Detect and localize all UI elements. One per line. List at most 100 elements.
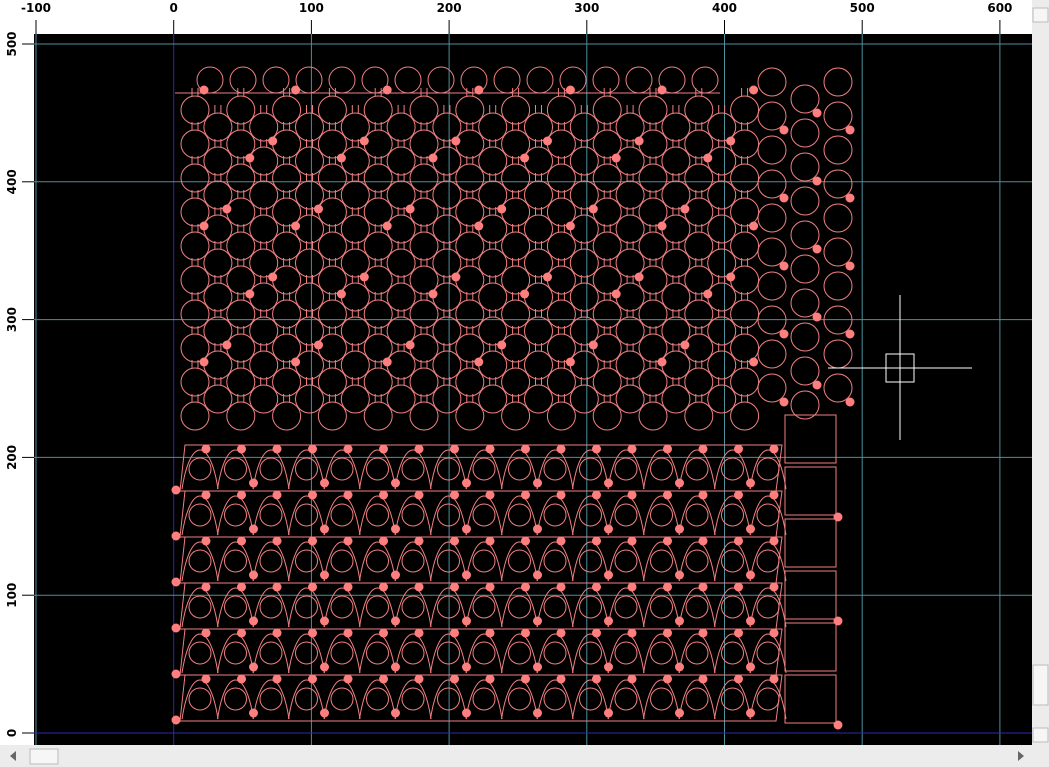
part-point (749, 86, 758, 95)
part-point (273, 583, 282, 592)
part-point (273, 445, 282, 454)
part-point (521, 629, 530, 638)
part-point (699, 445, 708, 454)
part-point (592, 491, 601, 500)
part-point (592, 675, 601, 684)
part-point (770, 629, 779, 638)
part-point (379, 675, 388, 684)
y-ruler-label: 100 (5, 583, 19, 608)
part-point (450, 675, 459, 684)
part-point (699, 675, 708, 684)
part-point (172, 716, 181, 725)
part-point (703, 290, 712, 299)
part-point (379, 629, 388, 638)
part-point (770, 583, 779, 592)
part-point (557, 537, 566, 546)
part-point (202, 491, 211, 500)
part-point (429, 154, 438, 163)
part-point (813, 313, 822, 322)
left-ruler (0, 0, 34, 745)
part-point (780, 330, 789, 339)
part-point (734, 491, 743, 500)
v-scroll-thumb[interactable] (1033, 665, 1048, 705)
part-point (273, 675, 282, 684)
part-point (834, 617, 843, 626)
y-ruler-label: 500 (5, 31, 19, 56)
part-point (202, 583, 211, 592)
y-ruler-label: 300 (5, 307, 19, 332)
part-point (846, 262, 855, 271)
x-ruler-label: 0 (170, 1, 178, 15)
part-point (344, 537, 353, 546)
part-point (749, 222, 758, 231)
part-point (415, 629, 424, 638)
part-point (383, 358, 392, 367)
vertical-scrollbar[interactable] (1032, 0, 1049, 745)
part-point (291, 86, 300, 95)
part-point (834, 513, 843, 522)
part-point (734, 445, 743, 454)
part-point (200, 222, 209, 231)
part-point (734, 629, 743, 638)
part-point (699, 629, 708, 638)
part-point (521, 583, 530, 592)
part-point (202, 537, 211, 546)
part-point (734, 583, 743, 592)
part-point (344, 629, 353, 638)
part-point (699, 491, 708, 500)
part-point (344, 445, 353, 454)
part-point (699, 537, 708, 546)
part-point (628, 445, 637, 454)
part-point (780, 262, 789, 271)
part-point (415, 537, 424, 546)
part-point (202, 445, 211, 454)
part-point (592, 629, 601, 638)
part-point (734, 675, 743, 684)
part-point (557, 445, 566, 454)
part-point (415, 491, 424, 500)
part-point (415, 675, 424, 684)
part-point (237, 445, 246, 454)
x-ruler-label: 200 (437, 1, 462, 15)
part-point (245, 290, 254, 299)
part-point (486, 675, 495, 684)
x-ruler-label: 500 (850, 1, 875, 15)
part-point (273, 537, 282, 546)
part-point (200, 358, 209, 367)
part-point (273, 491, 282, 500)
part-point (344, 491, 353, 500)
part-point (486, 491, 495, 500)
x-ruler-label: 400 (712, 1, 737, 15)
part-point (379, 583, 388, 592)
v-scroll-down[interactable] (1033, 728, 1048, 742)
part-point (628, 583, 637, 592)
part-point (308, 445, 317, 454)
h-scroll-track[interactable] (0, 745, 1049, 767)
part-point (172, 532, 181, 541)
cad-view: -10001002003004005006005004003002001000 (0, 0, 1049, 767)
horizontal-scrollbar[interactable] (0, 745, 1049, 767)
x-ruler-label: 600 (987, 1, 1012, 15)
part-point (379, 491, 388, 500)
part-point (846, 398, 855, 407)
part-point (566, 222, 575, 231)
x-ruler-label: -100 (21, 1, 51, 15)
part-point (450, 537, 459, 546)
part-point (379, 445, 388, 454)
part-point (172, 670, 181, 679)
part-point (450, 583, 459, 592)
part-point (450, 491, 459, 500)
v-scroll-track[interactable] (1032, 0, 1049, 745)
part-point (557, 583, 566, 592)
part-point (521, 445, 530, 454)
h-scroll-thumb[interactable] (30, 749, 58, 764)
v-scroll-up[interactable] (1033, 8, 1048, 22)
part-point (703, 154, 712, 163)
part-point (415, 445, 424, 454)
part-point (172, 578, 181, 587)
y-ruler-label: 400 (5, 169, 19, 194)
part-point (474, 222, 483, 231)
part-point (450, 629, 459, 638)
part-point (749, 358, 758, 367)
part-point (308, 629, 317, 638)
